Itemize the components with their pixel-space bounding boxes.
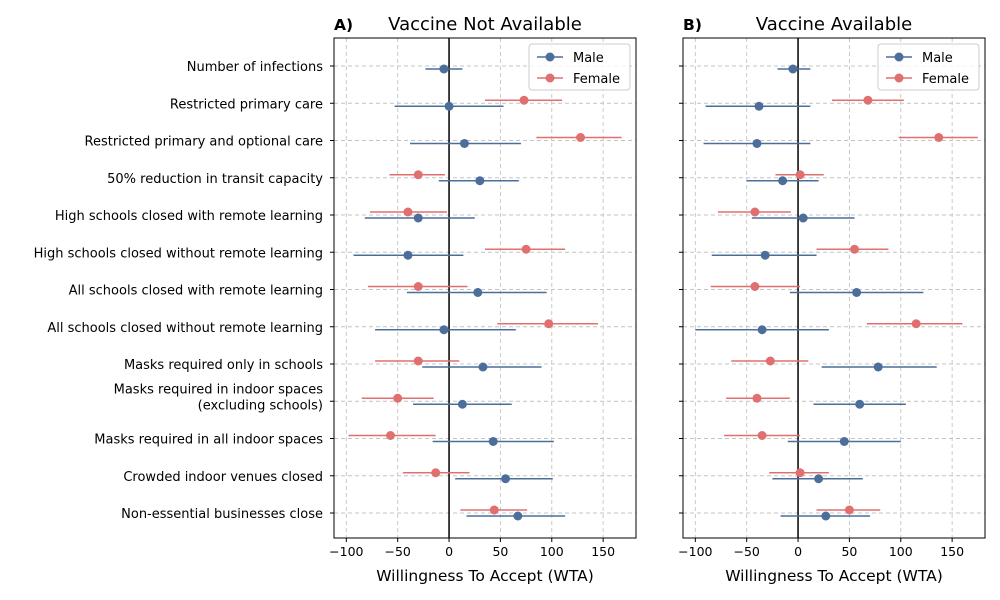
data-point-male [457, 399, 467, 409]
legend-marker-male [894, 52, 904, 62]
data-point-female [393, 393, 403, 403]
y-tick-label: Masks required only in schools [124, 358, 323, 373]
data-point-male [757, 325, 767, 335]
legend-label-female: Female [573, 72, 620, 87]
x-axis-label: Willingness To Accept (WTA) [376, 567, 594, 585]
legend-label-male: Male [922, 51, 953, 66]
data-point-female [844, 505, 854, 515]
panel-label: A) [334, 16, 353, 34]
y-tick-label-line: Masks required in indoor spaces [114, 382, 324, 397]
y-tick-label: Restricted primary and optional care [85, 135, 324, 150]
data-point-female [750, 282, 760, 291]
panel-b: −100 −50 0 50 100 150 Willingness To Accept (W… [678, 14, 986, 585]
legend-marker-female [894, 73, 904, 83]
data-point-female [750, 207, 760, 217]
data-point-male [788, 64, 798, 74]
legend-marker-male [545, 52, 555, 62]
data-point-male [814, 474, 824, 484]
x-tick-label: 50 [492, 544, 508, 559]
data-point-male [488, 437, 498, 446]
x-tick-label: 0 [445, 544, 453, 559]
data-point-female [519, 95, 529, 105]
data-point-female [431, 468, 441, 478]
data-point-male [760, 250, 770, 260]
data-point-male [439, 64, 449, 74]
data-point-female [413, 356, 423, 366]
data-point-female [521, 244, 531, 254]
data-point-female [544, 319, 554, 329]
data-point-male [754, 101, 764, 111]
data-point-female [403, 207, 413, 217]
data-point-male [852, 288, 862, 297]
y-tick-label-line: (excluding schools) [198, 398, 323, 413]
data-point-female [795, 468, 805, 478]
data-point-female [413, 170, 423, 180]
legend: Male Female [528, 43, 631, 91]
x-tick-label: 150 [591, 544, 615, 559]
data-point-male [798, 213, 808, 223]
data-point-female [765, 356, 775, 366]
x-axis-label: Willingness To Accept (WTA) [725, 567, 943, 585]
y-tick-labels: Number of infections Restricted primary c… [34, 60, 324, 522]
data-point-female [576, 133, 586, 142]
y-tick-label: Restricted primary care [170, 97, 323, 112]
x-tick-label: −50 [733, 544, 759, 559]
y-tick-label: Crowded indoor venues closed [123, 470, 323, 485]
y-tick-label: All schools closed with remote learning [69, 284, 323, 299]
data-point-male [778, 176, 788, 186]
data-point-female [385, 431, 395, 440]
data-point-male [473, 288, 483, 297]
y-tick-label: All schools closed without remote learni… [47, 321, 323, 336]
y-tick-label: High schools closed with remote learning [55, 209, 323, 224]
panel-title: Vaccine Not Available [388, 14, 582, 35]
axes-frame [333, 37, 637, 539]
legend: Male Female [877, 43, 980, 91]
x-tick-label: 100 [540, 544, 564, 559]
x-tick-label: 150 [940, 544, 964, 559]
data-point-male [855, 399, 865, 409]
data-point-male [439, 325, 449, 335]
data-point-female [757, 431, 767, 440]
data-point-male [478, 362, 488, 372]
y-tick-label: Masks required in all indoor spaces [94, 433, 323, 448]
data-point-male [403, 250, 413, 260]
data-point-male [501, 474, 511, 484]
data-point-male [873, 362, 883, 372]
y-tick-label: Non-essential businesses close [121, 507, 323, 522]
panel-title: Vaccine Available [756, 14, 912, 35]
data-point-female [413, 282, 423, 291]
x-tick-label: 100 [889, 544, 913, 559]
data-point-male [839, 437, 849, 446]
y-tick-label: 50% reduction in transit capacity [107, 172, 323, 187]
legend-label-male: Male [573, 51, 604, 66]
x-tick-label: −100 [329, 544, 363, 559]
data-point-male [444, 101, 454, 111]
data-point-female [911, 319, 921, 329]
data-point-female [850, 244, 860, 254]
data-point-female [934, 133, 944, 142]
data-point-male [821, 511, 831, 521]
y-tick-label: Masks required in indoor spaces (excludin… [114, 382, 324, 413]
data-point-male [413, 213, 423, 223]
data-point-female [795, 170, 805, 180]
legend-marker-female [545, 73, 555, 83]
y-tick-label: High schools closed without remote learn… [34, 246, 323, 261]
axes-frame [682, 37, 986, 539]
panel-a: −100 −50 0 50 100 150 Willingness To Accept (W… [329, 14, 637, 585]
x-tick-label: −50 [384, 544, 410, 559]
data-point-male [475, 176, 485, 186]
data-point-male [459, 139, 469, 148]
data-point-female [863, 95, 873, 105]
data-point-female [752, 393, 762, 403]
data-point-male [513, 511, 523, 521]
panel-label: B) [683, 16, 702, 34]
legend-label-female: Female [922, 72, 969, 87]
x-tick-label: −100 [678, 544, 712, 559]
x-tick-label: 50 [841, 544, 857, 559]
y-tick-label: Number of infections [187, 60, 323, 75]
x-tick-label: 0 [794, 544, 802, 559]
data-point-male [752, 139, 762, 148]
data-point-female [489, 505, 499, 515]
